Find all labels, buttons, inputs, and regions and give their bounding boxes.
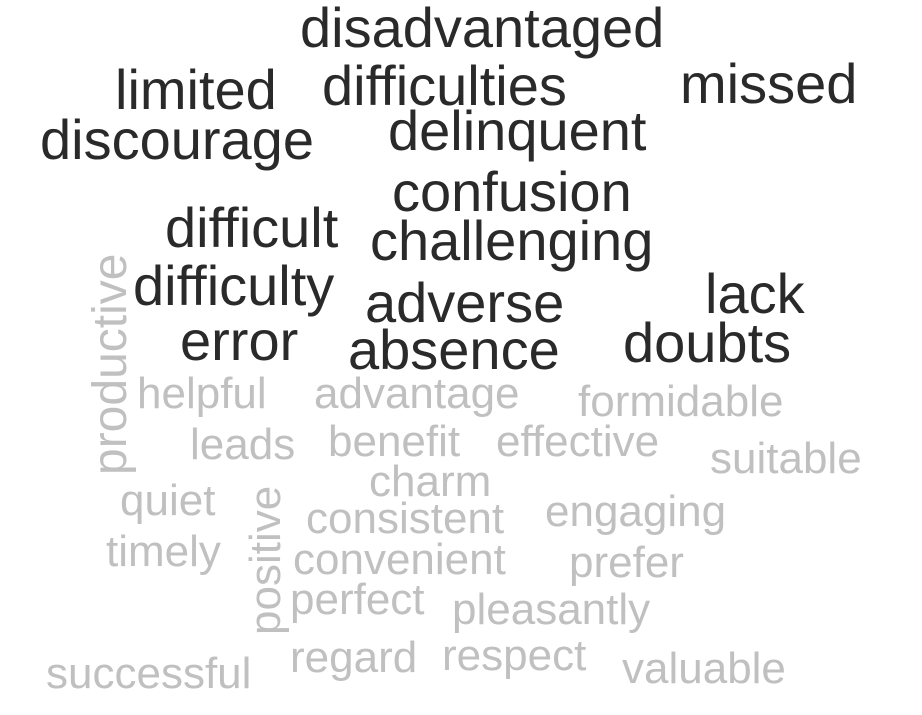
word-suitable: suitable [710, 434, 862, 483]
word-consistent: consistent [306, 494, 505, 543]
word-doubts: doubts [623, 311, 792, 374]
word-quiet: quiet [120, 476, 216, 525]
word-timely: timely [106, 527, 221, 576]
word-challenging: challenging [370, 209, 654, 272]
word-successful: successful [46, 649, 252, 698]
word-valuable: valuable [622, 644, 786, 693]
word-delinquent: delinquent [388, 99, 647, 162]
word-disadvantaged: disadvantaged [300, 0, 665, 59]
word-difficult: difficult [165, 196, 339, 259]
word-missed: missed [680, 52, 858, 115]
word-benefit: benefit [328, 417, 461, 466]
word-convenient: convenient [293, 535, 506, 584]
word-lack: lack [705, 262, 805, 325]
word-engaging: engaging [545, 487, 727, 536]
word-positive: positive [241, 485, 290, 635]
word-discourage: discourage [40, 108, 314, 171]
word-productive: productive [84, 253, 137, 475]
word-formidable: formidable [578, 377, 784, 426]
word-limited: limited [115, 58, 277, 121]
word-respect: respect [442, 631, 587, 680]
word-adverse: adverse [365, 271, 565, 334]
word-regard: regard [290, 633, 418, 682]
word-difficulty: difficulty [133, 254, 335, 317]
word-difficulties: difficulties [322, 54, 567, 117]
word-charm: charm [369, 457, 492, 506]
word-effective: effective [496, 417, 660, 466]
word-perfect: perfect [290, 575, 425, 624]
word-leads: leads [190, 420, 296, 469]
word-absence: absence [348, 318, 560, 381]
word-advantage: advantage [314, 369, 520, 418]
word-helpful: helpful [137, 369, 267, 418]
word-prefer: prefer [569, 538, 684, 587]
word-confusion: confusion [392, 160, 632, 223]
word-error: error [180, 309, 299, 372]
word-pleasantly: pleasantly [452, 585, 651, 634]
